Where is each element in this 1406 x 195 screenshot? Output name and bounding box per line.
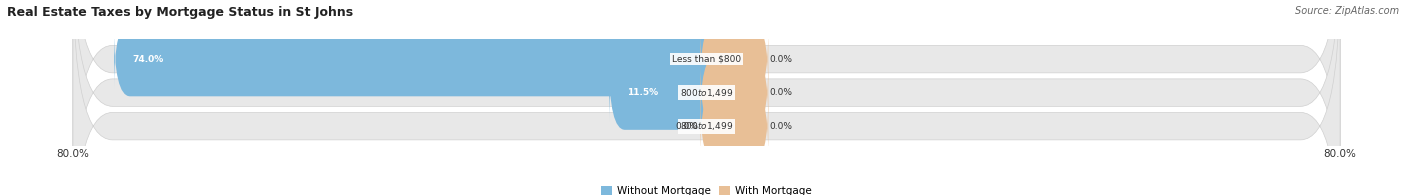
FancyBboxPatch shape xyxy=(73,0,1340,195)
Text: 0.0%: 0.0% xyxy=(770,88,793,97)
FancyBboxPatch shape xyxy=(609,55,713,130)
Text: $800 to $1,499: $800 to $1,499 xyxy=(681,120,733,132)
Legend: Without Mortgage, With Mortgage: Without Mortgage, With Mortgage xyxy=(598,182,815,195)
Text: 74.0%: 74.0% xyxy=(132,55,163,64)
Text: 11.5%: 11.5% xyxy=(627,88,658,97)
FancyBboxPatch shape xyxy=(700,55,768,130)
Text: $800 to $1,499: $800 to $1,499 xyxy=(681,87,733,99)
FancyBboxPatch shape xyxy=(114,22,713,96)
Text: Real Estate Taxes by Mortgage Status in St Johns: Real Estate Taxes by Mortgage Status in … xyxy=(7,6,353,19)
Text: 0.0%: 0.0% xyxy=(770,55,793,64)
FancyBboxPatch shape xyxy=(700,89,768,163)
Text: Source: ZipAtlas.com: Source: ZipAtlas.com xyxy=(1295,6,1399,16)
Text: 0.0%: 0.0% xyxy=(676,122,699,131)
Text: 0.0%: 0.0% xyxy=(770,122,793,131)
Text: Less than $800: Less than $800 xyxy=(672,55,741,64)
FancyBboxPatch shape xyxy=(700,22,768,96)
FancyBboxPatch shape xyxy=(73,0,1340,195)
FancyBboxPatch shape xyxy=(73,0,1340,195)
